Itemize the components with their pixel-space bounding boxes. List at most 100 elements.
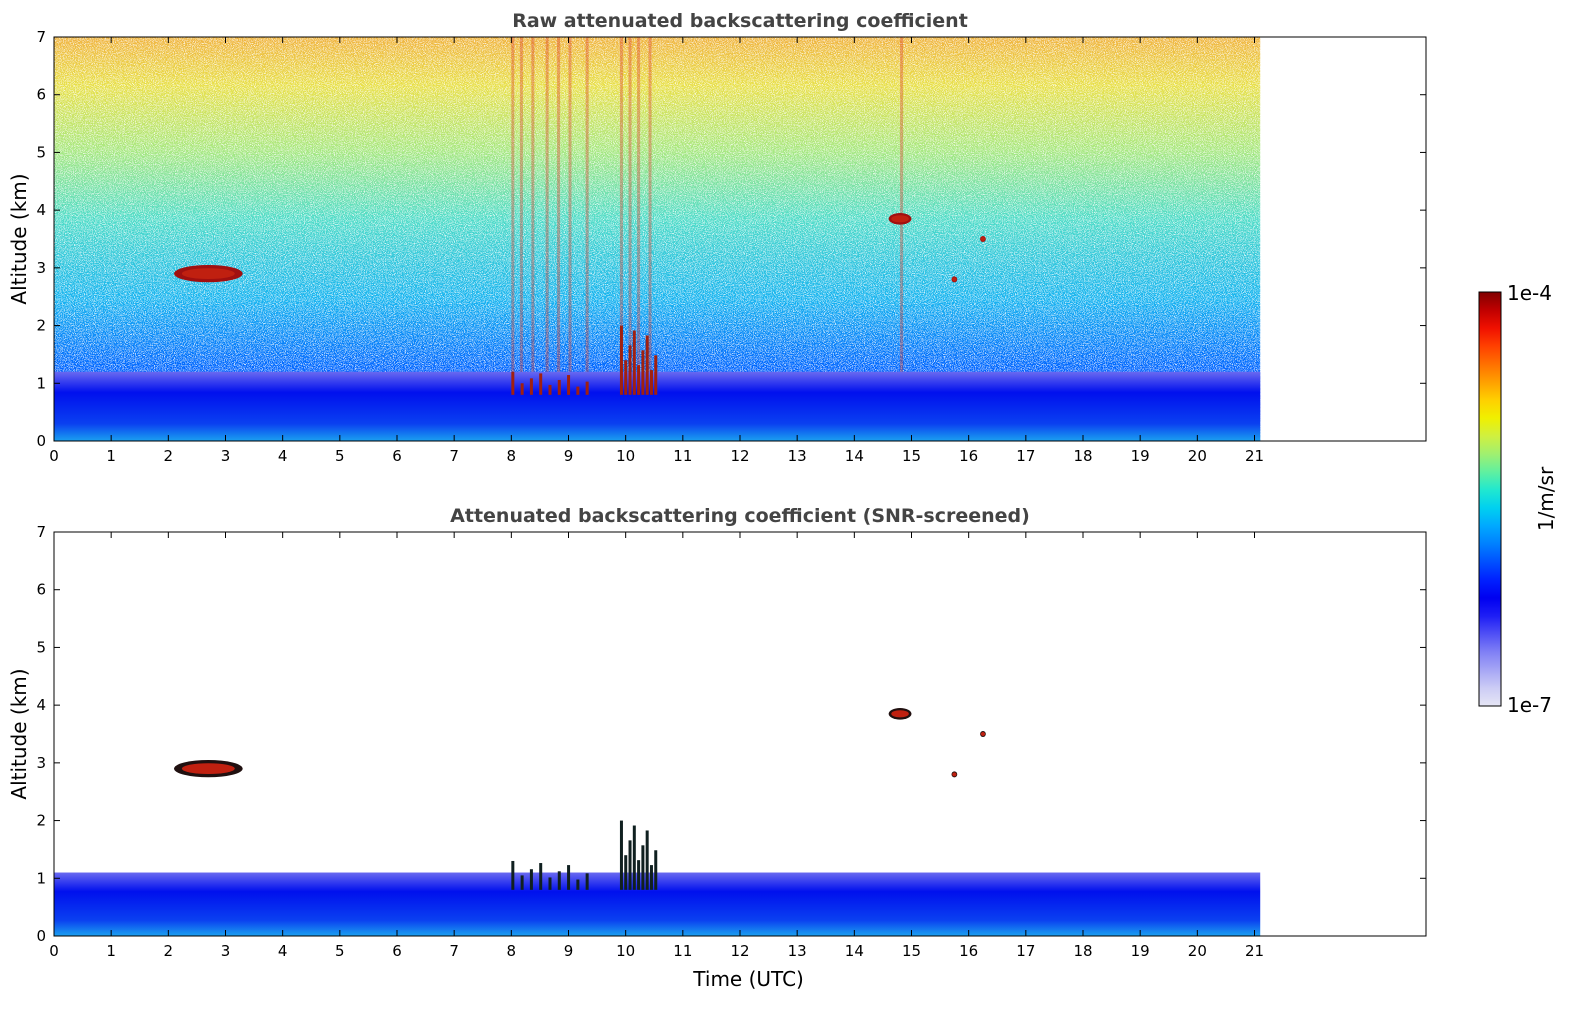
x-tick-label: 12 bbox=[730, 447, 749, 465]
low-cloud-streak bbox=[632, 825, 636, 890]
x-tick-label: 16 bbox=[959, 942, 978, 960]
y-tick-label: 7 bbox=[36, 523, 46, 541]
x-tick-label: 21 bbox=[1245, 942, 1264, 960]
cloud-core bbox=[952, 772, 957, 777]
low-cloud-streak bbox=[548, 384, 552, 395]
x-tick-label: 11 bbox=[673, 447, 692, 465]
x-tick-label: 16 bbox=[959, 447, 978, 465]
cloud-core bbox=[181, 763, 235, 775]
signal-streak bbox=[619, 37, 623, 384]
x-tick-label: 13 bbox=[788, 447, 807, 465]
x-tick-label: 7 bbox=[449, 447, 459, 465]
x-tick-label: 14 bbox=[845, 447, 864, 465]
low-cloud-streak bbox=[567, 865, 571, 890]
x-tick-label: 2 bbox=[164, 447, 174, 465]
low-cloud-streak bbox=[557, 871, 561, 890]
signal-streak bbox=[557, 37, 561, 384]
colorbar-unit-label: 1/m/sr bbox=[1534, 466, 1558, 531]
y-tick-label: 2 bbox=[36, 812, 46, 830]
y-tick-label: 3 bbox=[36, 259, 46, 277]
cloud-core bbox=[980, 237, 986, 241]
x-tick-label: 8 bbox=[507, 447, 517, 465]
chart-title: Raw attenuated backscattering coefficien… bbox=[512, 10, 968, 32]
low-cloud-streak bbox=[576, 386, 580, 395]
y-tick-label: 2 bbox=[36, 317, 46, 335]
x-tick-label: 4 bbox=[278, 447, 288, 465]
cloud-core bbox=[980, 732, 986, 736]
low-cloud-streak bbox=[641, 845, 645, 890]
signal-streak bbox=[900, 37, 904, 384]
low-cloud-streak bbox=[520, 875, 524, 890]
x-tick-label: 21 bbox=[1245, 447, 1264, 465]
low-cloud-streak bbox=[539, 373, 543, 395]
x-tick-label: 9 bbox=[564, 942, 574, 960]
plot-area bbox=[54, 37, 1261, 441]
signal-streak bbox=[545, 37, 549, 384]
x-tick-label: 15 bbox=[902, 447, 921, 465]
y-tick-label: 7 bbox=[36, 28, 46, 46]
x-tick-label: 2 bbox=[164, 942, 174, 960]
x-tick-label: 12 bbox=[730, 942, 749, 960]
low-cloud-streak bbox=[619, 820, 623, 890]
colorbar-scale bbox=[1478, 291, 1502, 707]
y-tick-label: 0 bbox=[36, 432, 46, 450]
x-tick-label: 17 bbox=[1016, 447, 1035, 465]
low-cloud-streak bbox=[637, 365, 641, 395]
signal-streak bbox=[511, 37, 515, 384]
x-tick-label: 5 bbox=[335, 942, 345, 960]
colorbar: 1e-4 1e-7 1/m/sr bbox=[1478, 281, 1558, 717]
colorbar-max-label: 1e-4 bbox=[1507, 281, 1552, 305]
x-tick-label: 6 bbox=[392, 942, 402, 960]
low-cloud-streak bbox=[645, 335, 649, 395]
low-cloud-streak bbox=[548, 877, 552, 890]
y-tick-label: 1 bbox=[36, 374, 46, 392]
low-cloud-streak bbox=[624, 360, 628, 395]
x-tick-label: 20 bbox=[1188, 942, 1207, 960]
y-tick-label: 3 bbox=[36, 754, 46, 772]
x-tick-label: 5 bbox=[335, 447, 345, 465]
panel-raw: 0 1 2 3 4 5 6 7 8 9 10 11 12 13 14 15 16 17 18 19 20 21012345… bbox=[7, 10, 1427, 465]
low-cloud-streak bbox=[645, 830, 649, 890]
y-tick-label: 6 bbox=[36, 581, 46, 599]
panel-snr-screened: 0 1 2 3 4 5 6 7 8 9 10 11 12 13 14 15 16 17 18 19 20 21012345… bbox=[7, 505, 1427, 991]
x-tick-label: 17 bbox=[1016, 942, 1035, 960]
x-tick-label: 13 bbox=[788, 942, 807, 960]
signal-streak bbox=[568, 37, 572, 384]
x-tick-label: 1 bbox=[106, 447, 116, 465]
x-tick-label: 4 bbox=[278, 942, 288, 960]
low-cloud-streak bbox=[628, 840, 632, 890]
low-cloud-streak bbox=[654, 355, 658, 395]
low-cloud-streak bbox=[637, 860, 641, 890]
low-cloud-streak bbox=[585, 381, 589, 395]
signal-streak bbox=[519, 37, 523, 384]
low-cloud-streak bbox=[539, 863, 543, 890]
low-cloud-streak bbox=[649, 865, 653, 890]
x-tick-label: 10 bbox=[616, 447, 635, 465]
low-cloud-streak bbox=[557, 379, 561, 395]
y-tick-label: 4 bbox=[36, 201, 46, 219]
low-cloud-streak bbox=[632, 330, 636, 395]
x-tick-label: 6 bbox=[392, 447, 402, 465]
x-tick-label: 1 bbox=[106, 942, 116, 960]
x-tick-label: 18 bbox=[1073, 447, 1092, 465]
x-tick-label: 8 bbox=[507, 942, 517, 960]
y-tick-label: 5 bbox=[36, 638, 46, 656]
y-axis-label: Altitude (km) bbox=[7, 173, 31, 304]
signal-streak bbox=[637, 37, 641, 384]
low-cloud-streak bbox=[649, 370, 653, 395]
low-cloud-streak bbox=[520, 383, 524, 395]
low-cloud-streak bbox=[654, 850, 658, 890]
x-tick-label: 0 bbox=[49, 942, 59, 960]
x-tick-label: 3 bbox=[221, 942, 231, 960]
x-tick-label: 9 bbox=[564, 447, 574, 465]
x-tick-label: 18 bbox=[1073, 942, 1092, 960]
x-tick-label: 10 bbox=[616, 942, 635, 960]
x-tick-label: 15 bbox=[902, 942, 921, 960]
signal-streak bbox=[531, 37, 535, 384]
low-cloud-streak bbox=[529, 378, 533, 395]
x-tick-label: 20 bbox=[1188, 447, 1207, 465]
low-cloud-streak bbox=[511, 860, 515, 890]
low-cloud-streak bbox=[576, 879, 580, 890]
low-cloud-streak bbox=[619, 325, 623, 395]
